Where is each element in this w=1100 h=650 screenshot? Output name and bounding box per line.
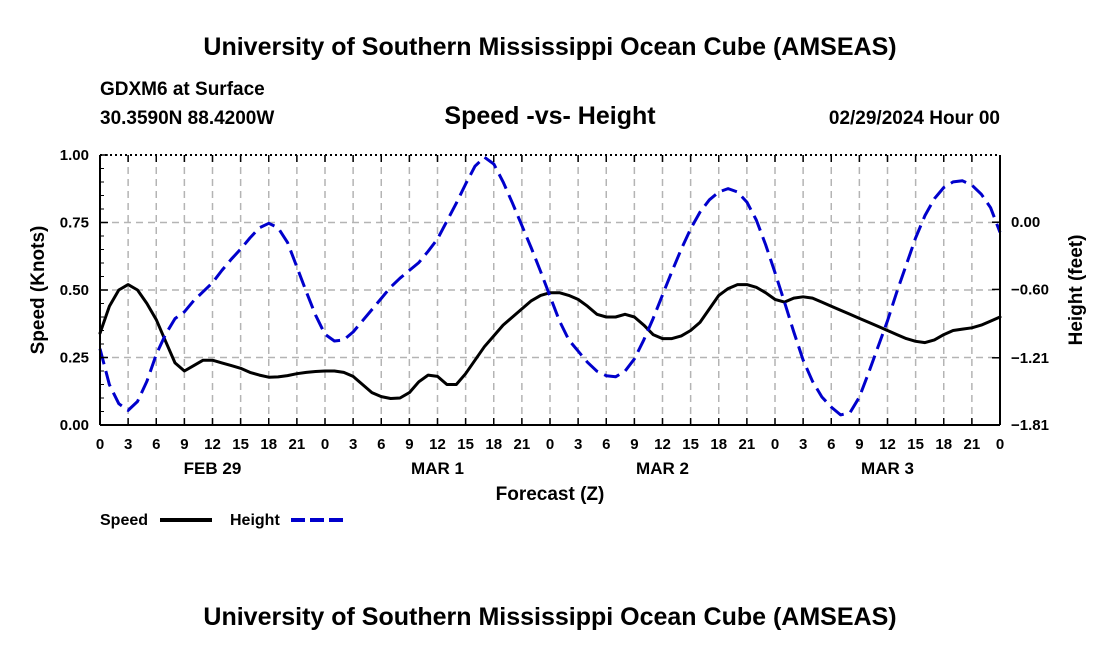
x-tick-label: 18 (935, 436, 952, 453)
x-tick-label: 15 (907, 436, 924, 453)
x-tick-label: 21 (964, 436, 981, 453)
day-label: MAR 2 (636, 459, 689, 478)
day-label: FEB 29 (184, 459, 242, 478)
x-tick-label: 9 (630, 436, 638, 453)
y-left-tick-label: 1.00 (60, 147, 89, 164)
x-tick-label: 9 (405, 436, 413, 453)
x-tick-label: 3 (799, 436, 807, 453)
x-tick-label: 21 (514, 436, 531, 453)
y-right-tick-label: −1.81 (1011, 417, 1049, 434)
x-tick-label: 15 (232, 436, 249, 453)
x-tick-label: 21 (739, 436, 756, 453)
legend-height-label: Height (230, 512, 280, 529)
x-tick-label: 12 (654, 436, 671, 453)
main-title-bottom: University of Southern Mississippi Ocean… (203, 603, 896, 631)
x-tick-label: 9 (855, 436, 863, 453)
y-right-tick-label: 0.00 (1011, 214, 1040, 231)
y-left-tick-label: 0.75 (60, 215, 89, 232)
x-tick-label: 3 (124, 436, 132, 453)
x-tick-label: 6 (827, 436, 835, 453)
y-axis-label-left: Speed (Knots) (28, 226, 49, 355)
x-tick-label: 12 (204, 436, 221, 453)
x-tick-label: 3 (349, 436, 357, 453)
x-tick-label: 12 (879, 436, 896, 453)
date-line: 02/29/2024 Hour 00 (829, 108, 1000, 129)
chart-title: Speed -vs- Height (444, 102, 656, 130)
x-tick-label: 18 (710, 436, 727, 453)
y-left-tick-label: 0.25 (60, 350, 89, 367)
x-tick-label: 9 (180, 436, 188, 453)
y-right-tick-label: −1.21 (1011, 350, 1049, 367)
x-tick-label: 18 (260, 436, 277, 453)
day-label: MAR 3 (861, 459, 914, 478)
y-left-tick-label: 0.50 (60, 282, 89, 299)
x-tick-label: 0 (996, 436, 1004, 453)
model-line: GDXM6 at Surface (100, 79, 265, 100)
x-tick-label: 0 (96, 436, 104, 453)
x-tick-label: 6 (377, 436, 385, 453)
series-layer (98, 155, 1002, 417)
legend-speed-label: Speed (100, 512, 148, 529)
x-tick-label: 18 (485, 436, 502, 453)
x-axis-label: Forecast (Z) (496, 484, 605, 505)
main-title-top: University of Southern Mississippi Ocean… (203, 33, 896, 61)
x-tick-label: 3 (574, 436, 582, 453)
x-tick-label: 15 (457, 436, 474, 453)
location-line: 30.3590N 88.4200W (100, 108, 274, 129)
x-tick-label: 0 (321, 436, 329, 453)
day-label: MAR 1 (411, 459, 464, 478)
x-tick-label: 0 (771, 436, 779, 453)
x-tick-label: 0 (546, 436, 554, 453)
axes: 0 3 6 9 12 15 18 21 0 3 6 9 12 15 18 21 0 3 6 9 12 15 18 21 0 3 6 9… (60, 147, 1049, 478)
x-tick-label: 6 (152, 436, 160, 453)
x-tick-label: 6 (602, 436, 610, 453)
legend: Speed Height (100, 512, 343, 529)
x-tick-label: 21 (289, 436, 306, 453)
height-series-line (98, 155, 1002, 417)
y-axis-label-right: Height (feet) (1066, 235, 1087, 346)
y-left-tick-label: 0.00 (60, 417, 89, 434)
y-right-tick-label: −0.60 (1011, 281, 1049, 298)
x-tick-label: 15 (682, 436, 699, 453)
grid-lines (100, 155, 1000, 425)
x-tick-label: 12 (429, 436, 446, 453)
